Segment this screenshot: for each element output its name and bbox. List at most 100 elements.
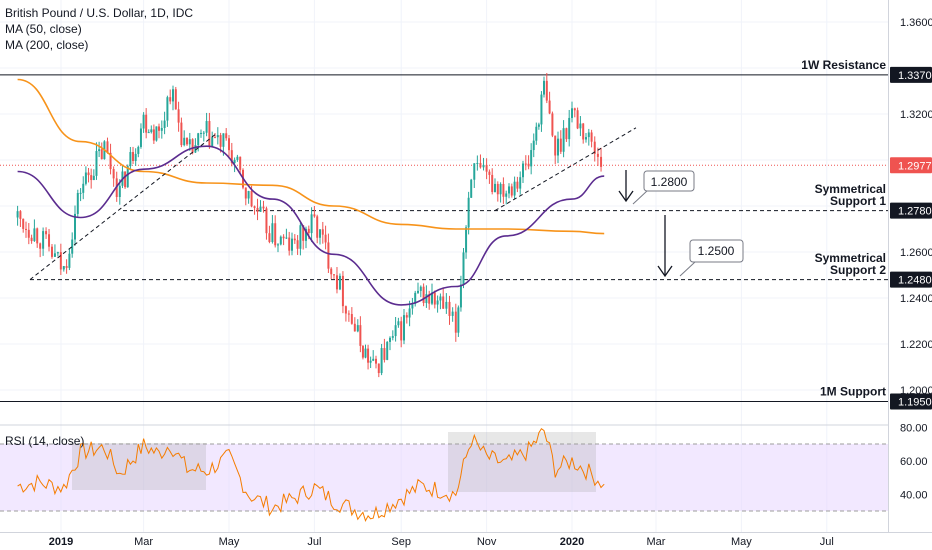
- candle-body: [457, 307, 460, 333]
- candle-body: [307, 228, 310, 234]
- candle-body: [172, 89, 174, 102]
- candle-body: [155, 126, 158, 141]
- tag-support-2-bg: [890, 271, 932, 288]
- candle-body: [87, 172, 90, 176]
- candle-body: [439, 296, 442, 301]
- candle-body: [230, 150, 233, 164]
- rsi-line: [17, 427, 605, 522]
- candle-body: [400, 321, 403, 341]
- candle-body: [282, 236, 285, 239]
- candle-body: [158, 126, 160, 131]
- candle-body: [513, 181, 516, 196]
- candle-body: [488, 171, 491, 175]
- candle-body: [442, 296, 445, 309]
- rsi-pane: [0, 427, 888, 522]
- candle-body: [36, 228, 39, 244]
- tag-support-1m: 1.1950: [898, 397, 932, 409]
- candle-body: [244, 187, 247, 199]
- candle-body: [197, 133, 200, 146]
- candle-body: [150, 129, 153, 133]
- candle-body: [71, 239, 74, 254]
- candle-body: [425, 294, 428, 304]
- candle-body: [100, 149, 103, 160]
- tag-support-2: 1.2480: [898, 275, 932, 287]
- candle-body: [92, 175, 95, 181]
- legend-symbol[interactable]: British Pound / U.S. Dollar, 1D, IDC: [5, 6, 194, 20]
- legend: British Pound / U.S. Dollar, 1D, IDC MA …: [5, 5, 193, 53]
- candle-body: [508, 186, 510, 194]
- candle-body: [356, 325, 359, 332]
- price-axis: 1.20001.22001.24001.26001.32001.36001.33…: [890, 17, 932, 501]
- candle-body: [359, 325, 362, 346]
- callout-2-box: [689, 239, 744, 263]
- candle-body: [288, 237, 291, 251]
- candle-body: [188, 139, 191, 145]
- candle-body: [302, 225, 305, 241]
- candle-body: [324, 234, 327, 243]
- candle-body: [417, 290, 419, 293]
- candle-body: [200, 132, 202, 134]
- candle-body: [124, 171, 127, 188]
- label-support-1-line1: Symmetrical: [815, 182, 886, 196]
- candle-body: [485, 164, 488, 172]
- candle-body: [76, 192, 79, 214]
- candle-body: [491, 174, 494, 193]
- arrow-down-1-head: [618, 190, 634, 203]
- candle-body: [502, 183, 505, 197]
- price-tick-label: 1.2400: [900, 293, 932, 305]
- candle-body: [537, 124, 540, 127]
- candle-body: [208, 121, 211, 147]
- candle-body: [59, 252, 62, 270]
- price-tick-label: 1.3200: [900, 109, 932, 121]
- candle-body: [247, 191, 250, 199]
- candle-body: [321, 229, 324, 235]
- callout-1-box: [643, 170, 695, 192]
- candle-body: [25, 228, 27, 230]
- candle-body: [470, 179, 473, 198]
- candle-body: [313, 214, 316, 217]
- candle-body: [291, 238, 293, 251]
- candle-body: [587, 132, 590, 138]
- candle-body: [462, 252, 465, 285]
- time-tick-label: 2020: [560, 536, 584, 548]
- candle-body: [519, 177, 522, 189]
- candle-body: [543, 80, 545, 95]
- candle-body: [367, 348, 370, 363]
- legend-ma50[interactable]: MA (50, close): [5, 22, 82, 36]
- candle-body: [82, 183, 85, 193]
- candle-body: [262, 206, 265, 209]
- candle-body: [524, 163, 527, 165]
- candle-body: [532, 140, 535, 151]
- legend-rsi[interactable]: RSI (14, close): [5, 434, 85, 448]
- candle-body: [338, 275, 341, 290]
- rsi-tick-label: 80.00: [900, 422, 928, 434]
- candle-body: [174, 89, 177, 110]
- price-tick-label: 1.2200: [900, 339, 932, 351]
- candle-body: [90, 175, 93, 181]
- candle-body: [389, 337, 391, 342]
- candle-body: [593, 141, 596, 154]
- candle-body: [330, 268, 333, 275]
- candle-body: [95, 151, 98, 176]
- candle-body: [274, 223, 277, 246]
- candle-body: [296, 240, 299, 249]
- candle-body: [391, 336, 394, 338]
- candle-body: [50, 246, 53, 257]
- candle-body: [33, 228, 36, 242]
- candle-body: [112, 169, 115, 179]
- candle-body: [205, 121, 208, 133]
- candle-body: [380, 348, 383, 374]
- label-1w-resistance: 1W Resistance: [801, 58, 886, 72]
- candle-body: [45, 231, 48, 235]
- trendline-rising: [494, 127, 637, 212]
- candle-body: [183, 137, 186, 146]
- callout-1-text: 1.2800: [651, 175, 688, 189]
- price-tick-label: 1.3600: [900, 17, 932, 29]
- candle-body: [451, 311, 454, 316]
- candle-body: [571, 108, 573, 118]
- candle-body: [436, 300, 439, 305]
- legend-ma200[interactable]: MA (200, close): [5, 38, 89, 52]
- candle-body: [129, 152, 132, 167]
- candle-body: [565, 128, 568, 140]
